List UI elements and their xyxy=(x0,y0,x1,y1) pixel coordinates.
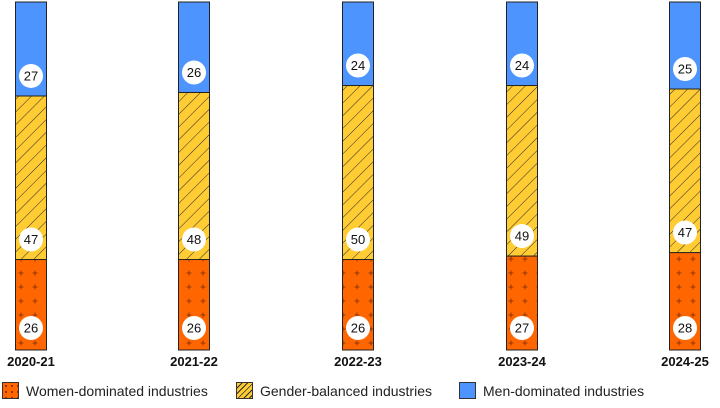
x-tick-label-2023-24: 2023-24 xyxy=(498,354,546,369)
label-bubble-balanced-2023-24 xyxy=(510,224,534,249)
label-bubble-balanced-2022-23 xyxy=(346,227,370,252)
legend-label-men: Men-dominated industries xyxy=(483,382,645,399)
legend-swatch-women xyxy=(2,382,19,399)
legend-swatch-men xyxy=(459,382,476,399)
data-label-balanced-2021-22: 48 xyxy=(187,232,201,247)
stacked-bar-chart: 26 47 27 26 48 26 26 50 24 27 49 24 28 47 25 2020-21 20… xyxy=(7,1,709,369)
label-bubble-men-2021-22 xyxy=(182,60,206,85)
label-bubble-men-2023-24 xyxy=(510,53,534,78)
legend-item-men: Men-dominated industries xyxy=(459,382,644,399)
data-label-women-2020-21: 26 xyxy=(24,321,38,336)
label-bubble-balanced-2021-22 xyxy=(182,227,206,252)
data-label-women-2023-24: 27 xyxy=(515,321,529,336)
label-bubble-women-2023-24 xyxy=(510,316,534,340)
data-label-men-2023-24: 24 xyxy=(515,58,529,73)
label-bubble-men-2022-23 xyxy=(346,53,370,78)
data-label-balanced-2020-21: 47 xyxy=(24,232,38,247)
x-tick-label-2020-21: 2020-21 xyxy=(7,354,55,369)
data-label-men-2024-25: 25 xyxy=(678,62,692,77)
data-label-women-2021-22: 26 xyxy=(187,321,201,336)
data-label-men-2022-23: 24 xyxy=(351,58,365,73)
label-bubble-women-2022-23 xyxy=(346,316,370,340)
label-bubble-balanced-2020-21 xyxy=(19,227,43,252)
data-label-women-2024-25: 28 xyxy=(678,321,692,336)
x-tick-label-2021-22: 2021-22 xyxy=(170,354,218,369)
data-label-balanced-2023-24: 49 xyxy=(515,229,529,244)
legend-label-balanced: Gender-balanced industries xyxy=(260,382,432,399)
label-bubble-women-2024-25 xyxy=(673,316,697,340)
label-bubble-balanced-2024-25 xyxy=(673,220,697,245)
label-bubble-men-2020-21 xyxy=(19,63,43,88)
x-tick-label-2022-23: 2022-23 xyxy=(334,354,382,369)
data-label-men-2021-22: 26 xyxy=(187,65,201,80)
legend-swatch-balanced xyxy=(236,382,253,399)
label-bubble-men-2024-25 xyxy=(673,57,697,81)
legend-item-women: Women-dominated industries xyxy=(2,382,208,399)
data-label-balanced-2024-25: 47 xyxy=(678,225,692,240)
data-label-balanced-2022-23: 50 xyxy=(351,232,365,247)
data-label-women-2022-23: 26 xyxy=(351,321,365,336)
label-bubble-women-2021-22 xyxy=(182,316,206,340)
legend-label-women: Women-dominated industries xyxy=(26,382,208,399)
legend: Women-dominated industries Gender-balanc… xyxy=(0,382,720,406)
label-bubble-women-2020-21 xyxy=(19,316,43,340)
x-tick-label-2024-25: 2024-25 xyxy=(661,354,709,369)
legend-item-balanced: Gender-balanced industries xyxy=(236,382,432,399)
data-label-men-2020-21: 27 xyxy=(24,68,38,83)
